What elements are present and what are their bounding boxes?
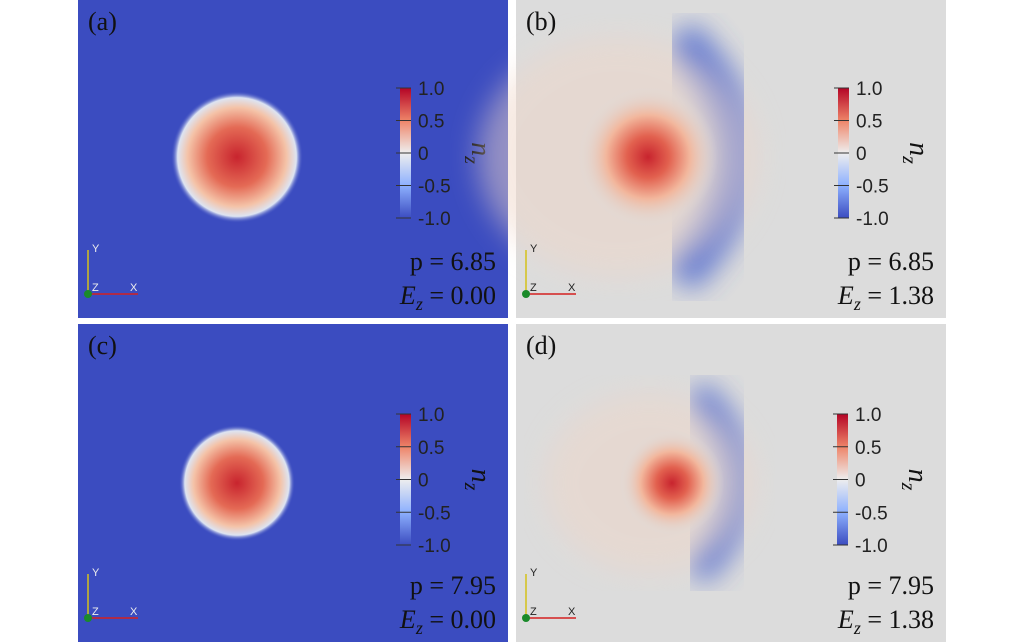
axis-y-label: Y [92, 243, 100, 255]
colorbar-tick-label: 0 [856, 144, 867, 165]
panel-label: (d) [526, 331, 556, 360]
colorbar-tick-label: 0.5 [855, 438, 881, 459]
field-value: Ez = 0.00 [399, 281, 496, 314]
field-subscript: z [853, 618, 861, 638]
axis-z-label: Z [92, 282, 99, 294]
colorbar-tick-label: -0.5 [418, 503, 451, 524]
colorbar-symbol: n [903, 142, 934, 156]
axis-x-label: X [568, 282, 576, 294]
colorbar-symbol: n [465, 469, 496, 483]
axis-y-label: Y [530, 243, 538, 255]
colorbar-tick-label: -0.5 [856, 177, 889, 198]
colorbar-subscript: z [460, 155, 482, 164]
field-symbol: E [399, 281, 416, 310]
skyrmion [619, 430, 725, 536]
colorbar-tick-label: 1.0 [418, 405, 444, 426]
skyrmion [171, 91, 303, 223]
colorbar-tick-label: 0.5 [856, 112, 882, 133]
colorbar-tick-label: 0.5 [418, 438, 444, 459]
field-subscript: z [415, 618, 423, 638]
colorbar-tick-label: 0 [418, 144, 429, 165]
axis-z-label: Z [530, 606, 537, 618]
colorbar-subscript: z [897, 482, 919, 491]
p-value: p = 7.95 [848, 571, 934, 600]
colorbar-tick-label: 1.0 [418, 79, 444, 100]
colorbar-tick-label: 1.0 [855, 405, 881, 426]
p-value: p = 7.95 [410, 571, 496, 600]
field-subscript: z [853, 294, 861, 314]
colorbar-tick-label: 1.0 [856, 79, 882, 100]
axis-z-label: Z [530, 282, 537, 294]
colorbar-symbol: n [902, 469, 933, 483]
axis-origin [522, 290, 530, 298]
colorbar-label: nz [897, 469, 933, 491]
axis-y-label: Y [92, 567, 100, 579]
colorbar-tick-label: -0.5 [855, 503, 888, 524]
axis-z-label: Z [92, 606, 99, 618]
panel-label: (b) [526, 7, 556, 36]
skyrmion [578, 87, 718, 227]
colorbar-subscript: z [460, 482, 482, 491]
colorbar-tick-label: -0.5 [418, 177, 451, 198]
field-number: = 0.00 [423, 281, 496, 310]
colorbar-tick-label: 0.5 [418, 112, 444, 133]
field-value: Ez = 1.38 [837, 605, 934, 638]
axis-x-label: X [130, 282, 138, 294]
field-number: = 1.38 [861, 281, 934, 310]
axis-origin [522, 614, 530, 622]
colorbar-tick-label: 0 [855, 471, 866, 492]
p-value: p = 6.85 [848, 247, 934, 276]
colorbar-tick-label: 0 [418, 471, 429, 492]
panel-label: (a) [88, 7, 117, 36]
colorbar-tick-label: -1.0 [856, 209, 889, 230]
axis-origin [84, 614, 92, 622]
field-value: Ez = 1.38 [837, 281, 934, 314]
axis-y-label: Y [530, 567, 538, 579]
field-number: = 1.38 [861, 605, 934, 634]
skyrmion [179, 425, 295, 541]
field-symbol: E [399, 605, 416, 634]
colorbar-tick-label: -1.0 [855, 536, 888, 557]
field-symbol: E [837, 605, 854, 634]
colorbar-tick-label: -1.0 [418, 209, 451, 230]
field-value: Ez = 0.00 [399, 605, 496, 638]
field-symbol: E [837, 281, 854, 310]
colorbar-label: nz [460, 469, 496, 491]
field-subscript: z [415, 294, 423, 314]
colorbar-subscript: z [898, 155, 920, 164]
colorbar-tick-label: -1.0 [418, 536, 451, 557]
p-value: p = 6.85 [410, 247, 496, 276]
field-number: = 0.00 [423, 605, 496, 634]
axis-origin [84, 290, 92, 298]
axis-x-label: X [568, 606, 576, 618]
panel-label: (c) [88, 331, 117, 360]
axis-x-label: X [130, 606, 138, 618]
colorbar-label: nz [898, 142, 934, 164]
